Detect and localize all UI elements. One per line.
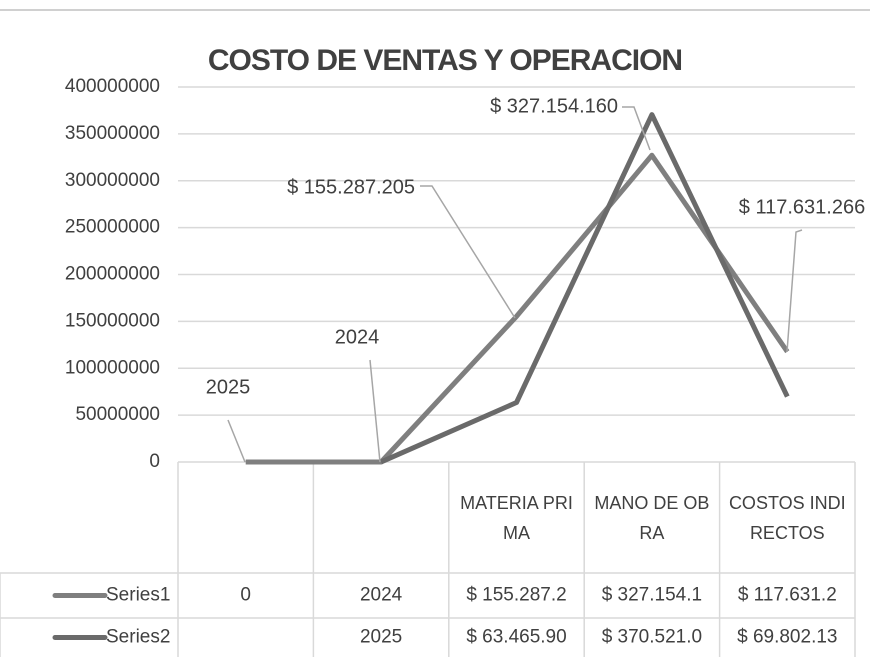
category-cell: COSTOS INDIRECTOS bbox=[728, 492, 846, 543]
leader-line bbox=[227, 419, 246, 463]
table-value: 2024 bbox=[360, 585, 403, 606]
table-value: $ 69.802.13 bbox=[737, 627, 837, 648]
table-value: $ 327.154.1 bbox=[602, 585, 702, 606]
annotation: $ 117.631.266 bbox=[739, 196, 865, 218]
leader-line bbox=[420, 185, 516, 319]
leader-line bbox=[622, 106, 651, 151]
x-tick-label: MATERIA PRIMA bbox=[460, 492, 573, 543]
y-tick-label: 50000000 bbox=[75, 404, 160, 425]
table-value: 0 bbox=[240, 585, 251, 606]
series-line bbox=[380, 112, 790, 465]
x-tick-label: COSTOS INDIRECTOS bbox=[728, 492, 846, 543]
leader-line bbox=[369, 359, 381, 463]
legend-label: Series1 bbox=[106, 585, 170, 606]
table-value: $ 370.521.0 bbox=[602, 627, 702, 648]
y-tick-label: 200000000 bbox=[65, 264, 160, 285]
legend-label: Series2 bbox=[106, 627, 170, 648]
table-value: $ 63.465.90 bbox=[466, 627, 566, 648]
y-tick-label: 100000000 bbox=[65, 357, 160, 378]
leader-line bbox=[786, 229, 803, 353]
y-tick-label: 300000000 bbox=[65, 170, 160, 191]
table-value: $ 155.287.2 bbox=[466, 585, 566, 606]
series-line bbox=[245, 152, 790, 465]
annotation: 2025 bbox=[206, 376, 251, 398]
y-tick-label: 400000000 bbox=[65, 76, 160, 97]
y-tick-label: 0 bbox=[149, 451, 160, 472]
y-tick-label: 150000000 bbox=[65, 310, 160, 331]
table-value: $ 117.631.2 bbox=[738, 585, 837, 606]
category-cell: MANO DE OBRA bbox=[594, 492, 710, 543]
annotation: $ 327.154.160 bbox=[490, 95, 618, 117]
chart-title: COSTO DE VENTAS Y OPERACION bbox=[208, 44, 682, 77]
category-cell: MATERIA PRIMA bbox=[460, 492, 573, 543]
table-value: 2025 bbox=[360, 627, 402, 648]
annotation: 2024 bbox=[335, 326, 380, 348]
x-tick-label: MANO DE OBRA bbox=[594, 492, 710, 543]
annotation: $ 155.287.205 bbox=[287, 176, 415, 198]
y-tick-label: 350000000 bbox=[65, 123, 160, 144]
y-tick-label: 250000000 bbox=[65, 217, 160, 238]
